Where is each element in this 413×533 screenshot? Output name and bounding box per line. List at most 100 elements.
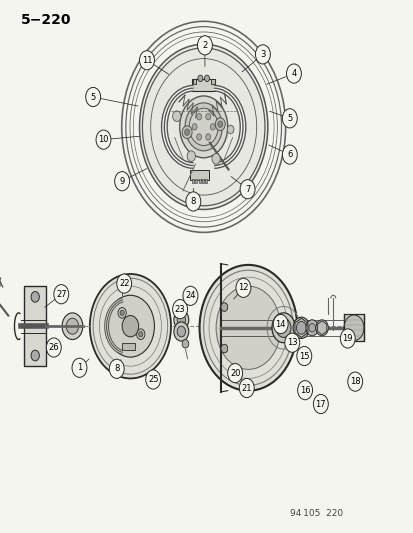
Circle shape [145, 370, 160, 389]
Circle shape [282, 109, 297, 128]
Circle shape [96, 130, 111, 149]
Circle shape [286, 64, 301, 83]
Circle shape [173, 310, 188, 329]
Circle shape [227, 125, 233, 134]
Circle shape [197, 36, 212, 55]
Circle shape [172, 300, 187, 319]
Circle shape [85, 87, 100, 107]
Text: 26: 26 [48, 343, 59, 352]
Bar [204, 179, 206, 183]
Circle shape [221, 303, 227, 311]
Text: 8: 8 [190, 197, 195, 206]
Circle shape [296, 346, 311, 366]
Circle shape [139, 51, 154, 70]
Text: 21: 21 [241, 384, 252, 392]
Bar [343, 314, 363, 341]
Bar [192, 179, 194, 183]
Text: 7: 7 [244, 185, 249, 193]
Bar [122, 343, 134, 350]
Circle shape [189, 108, 218, 146]
Circle shape [196, 134, 201, 140]
Circle shape [177, 314, 185, 325]
Circle shape [182, 340, 188, 348]
Bar [198, 179, 200, 183]
Circle shape [197, 75, 202, 82]
Text: 9: 9 [119, 177, 124, 185]
Circle shape [139, 44, 267, 209]
Circle shape [313, 394, 328, 414]
Bar [192, 79, 196, 84]
Circle shape [296, 321, 306, 334]
Text: 14: 14 [275, 320, 285, 328]
Circle shape [221, 344, 227, 353]
Text: 13: 13 [286, 338, 297, 347]
Text: 20: 20 [229, 369, 240, 377]
Circle shape [339, 329, 354, 348]
Circle shape [210, 124, 215, 130]
Bar [24, 286, 46, 366]
Circle shape [118, 308, 126, 318]
Text: 22: 22 [119, 279, 129, 288]
Bar [190, 170, 208, 180]
Circle shape [31, 350, 39, 361]
Circle shape [273, 314, 287, 334]
Circle shape [46, 338, 61, 357]
Text: 17: 17 [315, 400, 325, 408]
Circle shape [184, 129, 189, 135]
Text: 10: 10 [98, 135, 109, 144]
Circle shape [66, 318, 78, 334]
Circle shape [192, 124, 197, 130]
Circle shape [179, 96, 227, 158]
Circle shape [216, 286, 280, 369]
Text: 15: 15 [298, 352, 309, 360]
Circle shape [297, 381, 312, 400]
Circle shape [255, 45, 270, 64]
Circle shape [177, 326, 185, 337]
Circle shape [221, 303, 227, 311]
Bar [211, 79, 214, 84]
Circle shape [205, 114, 210, 120]
Bar [195, 179, 197, 183]
Circle shape [343, 315, 363, 341]
Circle shape [138, 332, 142, 337]
Circle shape [54, 285, 69, 304]
Text: 24: 24 [185, 292, 195, 300]
Text: 3: 3 [260, 50, 265, 59]
Circle shape [199, 265, 297, 391]
Circle shape [122, 316, 138, 337]
Circle shape [90, 274, 171, 378]
Circle shape [282, 145, 297, 164]
Text: 5: 5 [287, 114, 292, 123]
Circle shape [275, 318, 290, 337]
Circle shape [120, 310, 124, 316]
Circle shape [221, 344, 227, 353]
Circle shape [204, 75, 209, 82]
Circle shape [347, 372, 362, 391]
Circle shape [182, 126, 192, 139]
Text: 23: 23 [174, 305, 185, 313]
Circle shape [172, 111, 180, 122]
Circle shape [31, 292, 39, 302]
Circle shape [185, 192, 200, 211]
Circle shape [196, 114, 201, 120]
Text: 19: 19 [342, 334, 352, 343]
Circle shape [217, 121, 222, 127]
Circle shape [315, 320, 328, 336]
Text: 16: 16 [299, 386, 310, 394]
Text: 5−220: 5−220 [21, 13, 71, 27]
Circle shape [114, 172, 129, 191]
Circle shape [62, 313, 83, 340]
Text: 25: 25 [147, 375, 158, 384]
Circle shape [72, 358, 87, 377]
Text: 94 105  220: 94 105 220 [289, 509, 342, 518]
Circle shape [292, 317, 309, 338]
Circle shape [235, 278, 250, 297]
Circle shape [308, 324, 315, 332]
Text: 5: 5 [90, 93, 95, 101]
Circle shape [136, 329, 145, 340]
Circle shape [109, 359, 124, 378]
Text: 1: 1 [77, 364, 82, 372]
Text: 6: 6 [287, 150, 292, 159]
Circle shape [116, 274, 131, 293]
Circle shape [211, 154, 220, 164]
